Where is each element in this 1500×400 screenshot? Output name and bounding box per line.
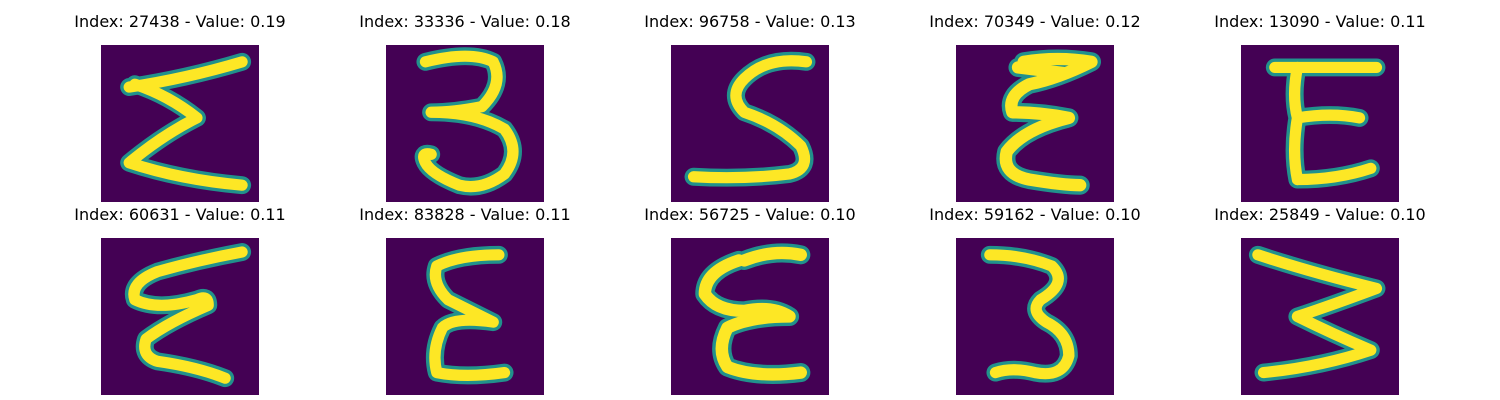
panel-title: Index: 70349 - Value: 0.12 (929, 12, 1141, 31)
panel-7: Index: 83828 - Value: 0.11 (355, 204, 575, 395)
digit-image (101, 238, 259, 395)
digit-image (1241, 238, 1399, 395)
digit-image (671, 45, 829, 202)
panel-1: Index: 27438 - Value: 0.19 (70, 11, 290, 202)
panel-title: Index: 13090 - Value: 0.11 (1214, 12, 1426, 31)
panel-title: Index: 60631 - Value: 0.11 (74, 205, 286, 224)
panel-title: Index: 96758 - Value: 0.13 (644, 12, 856, 31)
panel-6: Index: 60631 - Value: 0.11 (70, 204, 290, 395)
panel-title: Index: 25849 - Value: 0.10 (1214, 205, 1426, 224)
digit-image (1241, 45, 1399, 202)
panel-5: Index: 13090 - Value: 0.11 (1210, 11, 1430, 202)
digit-image (956, 45, 1114, 202)
digit-image (671, 238, 829, 395)
panel-title: Index: 33336 - Value: 0.18 (359, 12, 571, 31)
panel-4: Index: 70349 - Value: 0.12 (925, 11, 1145, 202)
panel-title: Index: 83828 - Value: 0.11 (359, 205, 571, 224)
panel-3: Index: 96758 - Value: 0.13 (640, 11, 860, 202)
digit-image (386, 45, 544, 202)
panel-8: Index: 56725 - Value: 0.10 (640, 204, 860, 395)
panel-2: Index: 33336 - Value: 0.18 (355, 11, 575, 202)
panel-title: Index: 56725 - Value: 0.10 (644, 205, 856, 224)
digit-image (956, 238, 1114, 395)
digit-image (101, 45, 259, 202)
digit-image (386, 238, 544, 395)
panel-9: Index: 59162 - Value: 0.10 (925, 204, 1145, 395)
panel-title: Index: 59162 - Value: 0.10 (929, 205, 1141, 224)
panel-title: Index: 27438 - Value: 0.19 (74, 12, 286, 31)
panel-10: Index: 25849 - Value: 0.10 (1210, 204, 1430, 395)
